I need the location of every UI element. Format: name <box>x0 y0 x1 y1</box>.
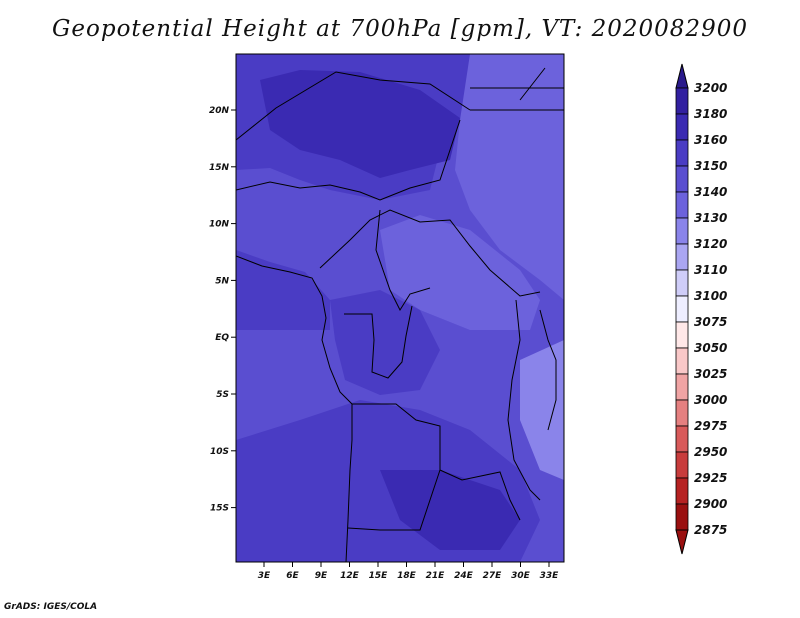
lon-tick-label: 6E <box>286 571 299 581</box>
lon-tick-label: 12E <box>340 571 360 581</box>
colorbar-segment <box>675 503 689 531</box>
colorbar-label: 3075 <box>694 315 727 329</box>
map-frame <box>235 53 565 563</box>
border-north-east <box>470 67 564 111</box>
colorbar-segment <box>675 477 689 505</box>
lon-tick-label: 18E <box>397 571 417 581</box>
colorbar-segment <box>675 295 689 323</box>
lon-tick-label: 33E <box>540 571 560 581</box>
colorbar-segment <box>675 139 689 167</box>
border-central-west <box>375 209 431 312</box>
lon-tick-label: 21E <box>426 571 446 581</box>
lat-tick-label: 15N <box>209 163 230 173</box>
lat-tick-label: 5N <box>215 276 229 286</box>
country-borders <box>236 67 564 562</box>
border-sahara <box>236 71 471 141</box>
lat-tick-label: EQ <box>215 333 229 343</box>
colorbar-segment <box>675 373 689 401</box>
border-east-lakes <box>507 299 541 501</box>
colorbar-segment <box>675 87 689 115</box>
colorbar-label: 2900 <box>694 497 727 511</box>
colorbar-label: 3150 <box>694 159 727 173</box>
colorbar-segment <box>675 399 689 427</box>
field-region-east <box>455 54 564 300</box>
lon-tick-label: 3E <box>258 571 271 581</box>
lat-tick-label: 15S <box>210 504 229 514</box>
border-east-coast <box>539 309 557 431</box>
geopotential-field <box>236 54 564 562</box>
colorbar-segment <box>675 165 689 193</box>
colorbar-label: 3140 <box>694 185 727 199</box>
border-sahel <box>236 119 461 201</box>
colorbar-label: 3160 <box>694 133 727 147</box>
colorbar-label: 2975 <box>694 419 727 433</box>
colorbar-label: 3180 <box>694 107 727 121</box>
lat-tick-label: 20N <box>209 106 230 116</box>
lat-tick-label: 10S <box>210 447 229 457</box>
colorbar-segment <box>675 113 689 141</box>
lat-tick-label: 5S <box>216 390 229 400</box>
coastline-west <box>236 255 353 562</box>
lon-tick-label: 9E <box>315 571 328 581</box>
map-title: Geopotential Height at 700hPa [gpm], VT:… <box>52 16 748 42</box>
field-region-central <box>380 215 540 330</box>
colorbar-segment <box>675 269 689 297</box>
field-region-east-low <box>520 340 564 480</box>
colorbar-segment <box>675 191 689 219</box>
colorbar-segment <box>675 347 689 375</box>
field-region-congo <box>330 290 440 395</box>
lon-tick-label: 24E <box>454 571 474 581</box>
colorbar-segment <box>675 321 689 349</box>
longitude-axis: 3E 6E 9E 12E 15E 18E 21E 24E 27E 30E 33E <box>258 562 559 581</box>
colorbar-label: 3130 <box>694 211 727 225</box>
latitude-axis: 20N 15N 10N 5N EQ 5S 10S 15S <box>209 106 236 514</box>
colorbar-segment <box>675 217 689 245</box>
field-region-west <box>236 250 330 330</box>
lat-tick-label: 10N <box>209 220 230 230</box>
colorbar-segment <box>675 425 689 453</box>
colorbar-label: 3120 <box>694 237 727 251</box>
colorbar-segment <box>675 243 689 271</box>
colorbar-label: 3050 <box>694 341 727 355</box>
colorbar-label: 3000 <box>694 393 727 407</box>
colorbar-label: 3200 <box>694 81 727 95</box>
border-congo-river <box>344 305 413 379</box>
colorbar: 3200 3180 3160 3150 3140 3130 3120 3110 3100 3075… <box>675 63 727 555</box>
footer-credit: GrADS: IGES/COLA <box>4 602 98 612</box>
colorbar-label: 3110 <box>694 263 727 277</box>
colorbar-label: 2875 <box>694 523 727 537</box>
colorbar-segment <box>675 451 689 479</box>
lon-tick-label: 27E <box>483 571 503 581</box>
colorbar-label: 3100 <box>694 289 727 303</box>
lon-tick-label: 30E <box>511 571 531 581</box>
colorbar-label: 3025 <box>694 367 727 381</box>
field-region-north-core <box>260 70 460 178</box>
border-central-north <box>319 209 541 297</box>
colorbar-label: 2925 <box>694 471 727 485</box>
lon-tick-label: 15E <box>369 571 389 581</box>
colorbar-label: 2950 <box>694 445 727 459</box>
colorbar-top-arrow <box>675 63 689 89</box>
colorbar-bottom-arrow <box>675 529 689 555</box>
border-southern <box>347 469 441 531</box>
